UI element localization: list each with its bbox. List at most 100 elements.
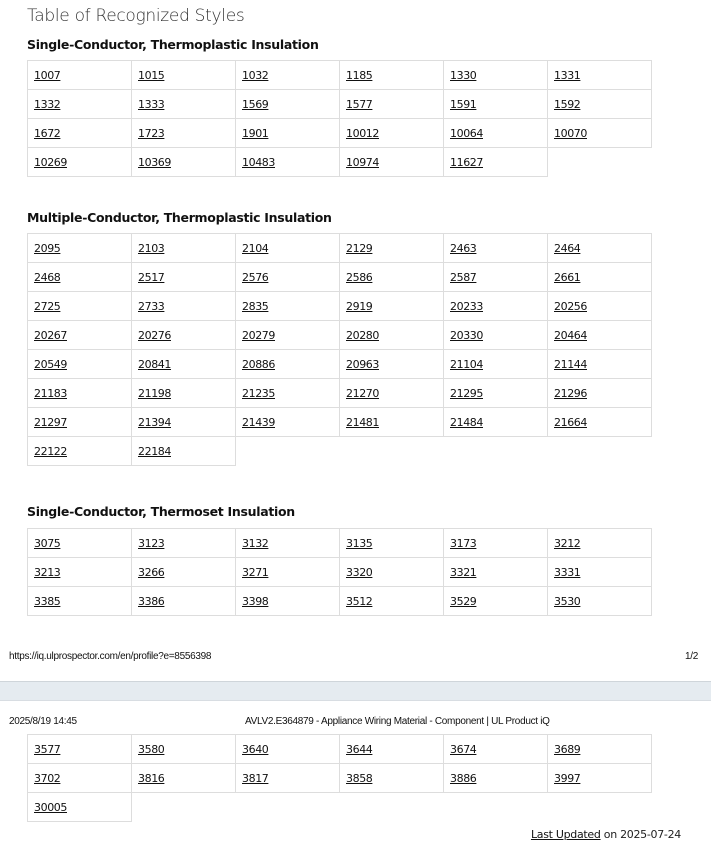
style-link[interactable]: 3816 [138, 771, 165, 785]
style-link[interactable]: 2587 [450, 270, 477, 284]
style-link[interactable]: 2586 [346, 270, 373, 284]
style-link[interactable]: 3530 [554, 594, 581, 608]
style-link[interactable]: 3529 [450, 594, 477, 608]
style-link[interactable]: 21296 [554, 386, 587, 400]
style-link[interactable]: 2468 [34, 270, 61, 284]
style-link[interactable]: 2104 [242, 241, 269, 255]
style-link[interactable]: 21439 [242, 415, 275, 429]
style-link[interactable]: 21198 [138, 386, 171, 400]
style-link[interactable]: 3173 [450, 536, 477, 550]
style-link[interactable]: 20464 [554, 328, 587, 342]
style-link[interactable]: 2919 [346, 299, 373, 313]
style-link[interactable]: 20279 [242, 328, 275, 342]
style-link[interactable]: 10483 [242, 155, 275, 169]
style-link[interactable]: 2095 [34, 241, 61, 255]
style-link[interactable]: 20276 [138, 328, 171, 342]
style-link[interactable]: 21297 [34, 415, 67, 429]
style-link[interactable]: 3817 [242, 771, 269, 785]
style-link[interactable]: 3674 [450, 742, 477, 756]
style-link[interactable]: 20330 [450, 328, 483, 342]
style-link[interactable]: 3689 [554, 742, 581, 756]
style-link[interactable]: 1032 [242, 68, 269, 82]
style-link[interactable]: 3886 [450, 771, 477, 785]
style-link[interactable]: 20886 [242, 357, 275, 371]
style-link[interactable]: 30005 [34, 800, 67, 814]
style-link[interactable]: 21104 [450, 357, 483, 371]
last-updated-link[interactable]: Last Updated [530, 828, 601, 841]
style-link[interactable]: 3266 [138, 565, 165, 579]
style-link[interactable]: 1901 [242, 126, 269, 140]
style-link[interactable]: 2835 [242, 299, 269, 313]
style-link[interactable]: 21270 [346, 386, 379, 400]
style-link[interactable]: 1592 [554, 97, 581, 111]
style-link[interactable]: 1672 [34, 126, 61, 140]
style-link[interactable]: 20549 [34, 357, 67, 371]
style-cell: 1007 [27, 60, 132, 90]
style-link[interactable]: 21295 [450, 386, 483, 400]
style-link[interactable]: 3135 [346, 536, 373, 550]
style-link[interactable]: 3331 [554, 565, 581, 579]
style-link[interactable]: 1331 [554, 68, 581, 82]
style-link[interactable]: 2129 [346, 241, 373, 255]
style-link[interactable]: 10064 [450, 126, 483, 140]
style-link[interactable]: 3398 [242, 594, 269, 608]
style-link[interactable]: 22184 [138, 444, 171, 458]
style-link[interactable]: 3644 [346, 742, 373, 756]
style-link[interactable]: 20256 [554, 299, 587, 313]
style-link[interactable]: 21235 [242, 386, 275, 400]
style-link[interactable]: 20963 [346, 357, 379, 371]
style-link[interactable]: 20841 [138, 357, 171, 371]
style-link[interactable]: 1015 [138, 68, 165, 82]
style-link[interactable]: 1007 [34, 68, 61, 82]
style-link[interactable]: 1330 [450, 68, 477, 82]
style-link[interactable]: 11627 [450, 155, 483, 169]
style-link[interactable]: 2576 [242, 270, 269, 284]
style-link[interactable]: 3997 [554, 771, 581, 785]
style-link[interactable]: 2517 [138, 270, 165, 284]
style-link[interactable]: 21144 [554, 357, 587, 371]
style-link[interactable]: 1577 [346, 97, 373, 111]
style-link[interactable]: 20233 [450, 299, 483, 313]
style-link[interactable]: 1185 [346, 68, 373, 82]
style-link[interactable]: 2733 [138, 299, 165, 313]
style-link[interactable]: 3271 [242, 565, 269, 579]
style-link[interactable]: 10369 [138, 155, 171, 169]
style-link[interactable]: 20267 [34, 328, 67, 342]
style-link[interactable]: 10012 [346, 126, 379, 140]
style-link[interactable]: 3386 [138, 594, 165, 608]
style-link[interactable]: 3213 [34, 565, 61, 579]
style-link[interactable]: 10974 [346, 155, 379, 169]
style-link[interactable]: 3577 [34, 742, 61, 756]
style-link[interactable]: 21183 [34, 386, 67, 400]
style-link[interactable]: 3075 [34, 536, 61, 550]
style-link[interactable]: 10070 [554, 126, 587, 140]
style-link[interactable]: 3702 [34, 771, 61, 785]
style-link[interactable]: 1723 [138, 126, 165, 140]
style-link[interactable]: 3321 [450, 565, 477, 579]
style-link[interactable]: 1333 [138, 97, 165, 111]
style-link[interactable]: 1569 [242, 97, 269, 111]
style-link[interactable]: 3580 [138, 742, 165, 756]
style-link[interactable]: 3385 [34, 594, 61, 608]
style-link[interactable]: 2103 [138, 241, 165, 255]
style-link[interactable]: 3320 [346, 565, 373, 579]
style-link[interactable]: 21664 [554, 415, 587, 429]
style-link[interactable]: 3512 [346, 594, 373, 608]
style-link[interactable]: 21394 [138, 415, 171, 429]
style-link[interactable]: 3858 [346, 771, 373, 785]
style-link[interactable]: 2464 [554, 241, 581, 255]
style-link[interactable]: 10269 [34, 155, 67, 169]
style-link[interactable]: 21484 [450, 415, 483, 429]
style-link[interactable]: 3640 [242, 742, 269, 756]
style-link[interactable]: 2463 [450, 241, 477, 255]
style-link[interactable]: 22122 [34, 444, 67, 458]
style-link[interactable]: 2661 [554, 270, 581, 284]
style-link[interactable]: 1332 [34, 97, 61, 111]
style-link[interactable]: 20280 [346, 328, 379, 342]
style-link[interactable]: 21481 [346, 415, 379, 429]
style-link[interactable]: 1591 [450, 97, 477, 111]
style-link[interactable]: 3132 [242, 536, 269, 550]
style-link[interactable]: 3123 [138, 536, 165, 550]
style-link[interactable]: 3212 [554, 536, 581, 550]
style-link[interactable]: 2725 [34, 299, 61, 313]
